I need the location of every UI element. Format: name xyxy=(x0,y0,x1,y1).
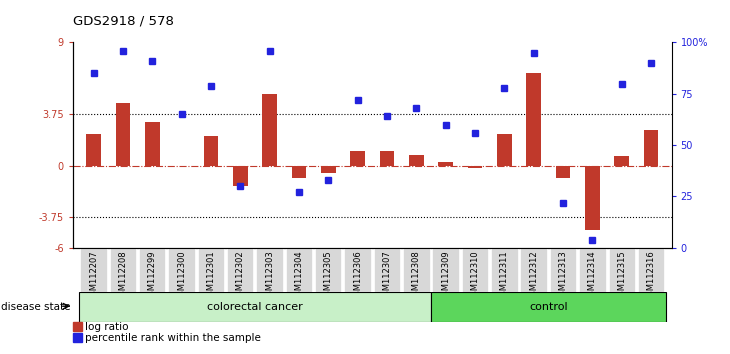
Bar xyxy=(204,136,218,166)
Text: GSM112304: GSM112304 xyxy=(294,250,304,301)
Bar xyxy=(585,166,600,230)
Text: percentile rank within the sample: percentile rank within the sample xyxy=(85,333,261,343)
Bar xyxy=(638,248,664,292)
Text: GSM112302: GSM112302 xyxy=(236,250,245,301)
Bar xyxy=(615,156,629,166)
Bar xyxy=(380,150,394,166)
Text: GSM112309: GSM112309 xyxy=(441,250,450,301)
Bar xyxy=(579,248,606,292)
Text: log ratio: log ratio xyxy=(85,322,129,332)
Text: control: control xyxy=(529,302,568,312)
Bar xyxy=(462,248,488,292)
Bar xyxy=(291,166,307,178)
Bar xyxy=(256,248,283,292)
Bar xyxy=(198,248,224,292)
Bar xyxy=(285,248,312,292)
Bar xyxy=(526,73,541,166)
Text: disease state: disease state xyxy=(1,302,71,312)
Text: GSM112208: GSM112208 xyxy=(118,250,127,301)
Bar xyxy=(468,166,483,168)
Text: GSM112315: GSM112315 xyxy=(618,250,626,301)
Text: GSM112313: GSM112313 xyxy=(558,250,567,301)
Bar xyxy=(115,103,130,166)
Text: GSM112311: GSM112311 xyxy=(500,250,509,301)
Bar xyxy=(262,95,277,166)
Bar xyxy=(550,248,576,292)
Text: GDS2918 / 578: GDS2918 / 578 xyxy=(73,14,174,27)
Bar xyxy=(86,134,101,166)
Bar xyxy=(345,248,371,292)
Text: GSM112301: GSM112301 xyxy=(207,250,215,301)
Text: GSM112207: GSM112207 xyxy=(89,250,98,301)
Bar xyxy=(497,134,512,166)
Text: GSM112300: GSM112300 xyxy=(177,250,186,301)
Bar xyxy=(315,248,342,292)
Text: GSM112299: GSM112299 xyxy=(147,250,157,301)
Bar xyxy=(233,166,247,186)
Text: GSM112305: GSM112305 xyxy=(324,250,333,301)
Text: GSM112316: GSM112316 xyxy=(647,250,656,301)
Bar xyxy=(438,161,453,166)
Bar xyxy=(403,248,429,292)
Bar xyxy=(321,166,336,172)
Bar xyxy=(644,130,658,166)
Bar xyxy=(227,248,253,292)
Text: GSM112303: GSM112303 xyxy=(265,250,274,301)
Bar xyxy=(169,248,195,292)
Text: colorectal cancer: colorectal cancer xyxy=(207,302,303,312)
Bar xyxy=(432,248,459,292)
Bar xyxy=(139,248,166,292)
Bar xyxy=(350,150,365,166)
Bar xyxy=(374,248,400,292)
Text: GSM112310: GSM112310 xyxy=(471,250,480,301)
Bar xyxy=(409,155,423,166)
Text: GSM112314: GSM112314 xyxy=(588,250,597,301)
Bar xyxy=(609,248,635,292)
Bar xyxy=(431,292,666,322)
Text: GSM112312: GSM112312 xyxy=(529,250,538,301)
Bar xyxy=(556,166,570,178)
Text: GSM112307: GSM112307 xyxy=(383,250,391,301)
Bar xyxy=(491,248,518,292)
Bar xyxy=(80,248,107,292)
Bar xyxy=(79,292,431,322)
Bar xyxy=(145,122,160,166)
Bar xyxy=(110,248,136,292)
Bar xyxy=(520,248,547,292)
Text: GSM112308: GSM112308 xyxy=(412,250,420,301)
Text: GSM112306: GSM112306 xyxy=(353,250,362,301)
